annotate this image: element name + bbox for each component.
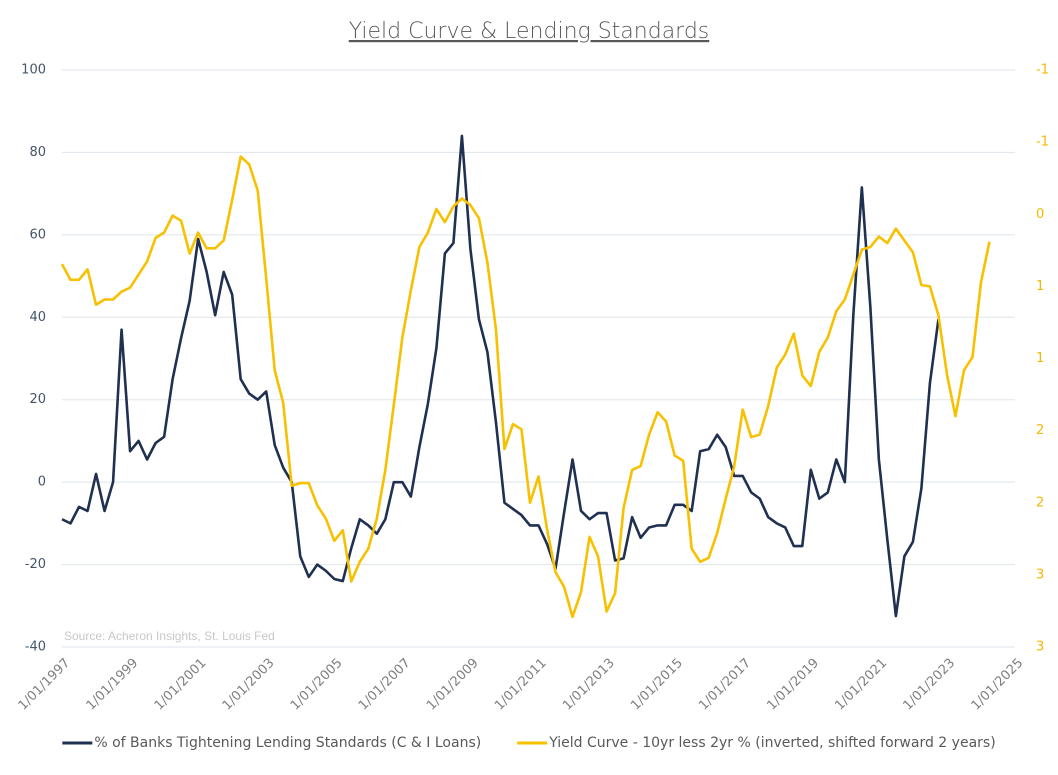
- y2-tick-label: 1: [1036, 351, 1044, 366]
- x-tick-label: 1/01/1999: [84, 656, 142, 714]
- x-tick-label: 1/01/1997: [16, 656, 74, 714]
- y2-tick-label: 3: [1036, 567, 1044, 582]
- x-tick-label: 1/01/2017: [696, 656, 754, 714]
- x-tick-label: 1/01/2001: [152, 656, 210, 714]
- y-tick-label: -40: [25, 640, 46, 655]
- chart-title: Yield Curve & Lending Standards: [349, 19, 710, 44]
- source-note: Source: Acheron Insights, St. Louis Fed: [64, 629, 275, 643]
- x-tick-label: 1/01/2003: [220, 656, 278, 714]
- x-tick-label: 1/01/2009: [424, 656, 482, 714]
- legend-label: % of Banks Tightening Lending Standards …: [94, 735, 481, 751]
- y-tick-label: 60: [29, 227, 46, 242]
- series-line: [60, 155, 991, 619]
- y2-tick-label: 0: [1036, 207, 1044, 222]
- y-tick-label: 80: [29, 145, 46, 160]
- y2-tick-label: -1: [1036, 63, 1049, 78]
- y-tick-label: 20: [29, 392, 46, 407]
- x-tick-label: 1/01/2005: [288, 656, 346, 714]
- x-tick-label: 1/01/2011: [492, 656, 550, 714]
- series-line: [61, 134, 940, 618]
- y-tick-label: 40: [29, 310, 46, 325]
- x-tick-label: 1/01/2013: [560, 656, 618, 714]
- x-tick-label: 1/01/2019: [764, 656, 822, 714]
- y2-tick-label: 2: [1036, 423, 1044, 438]
- y-tick-label: 100: [21, 63, 46, 78]
- x-tick-label: 1/01/2021: [832, 656, 890, 714]
- x-tick-label: 1/01/2007: [356, 656, 414, 714]
- y2-tick-label: 3: [1036, 640, 1044, 655]
- x-tick-label: 1/01/2023: [900, 656, 958, 714]
- y-tick-label: 0: [38, 475, 46, 490]
- x-tick-label: 1/01/2025: [969, 656, 1027, 714]
- y2-tick-label: -1: [1036, 135, 1049, 150]
- y2-tick-label: 1: [1036, 279, 1044, 294]
- legend: % of Banks Tightening Lending Standards …: [62, 735, 996, 751]
- y-tick-label: -20: [25, 557, 46, 572]
- x-tick-label: 1/01/2015: [628, 656, 686, 714]
- legend-label: Yield Curve - 10yr less 2yr % (inverted,…: [548, 735, 995, 751]
- y2-tick-label: 2: [1036, 495, 1044, 510]
